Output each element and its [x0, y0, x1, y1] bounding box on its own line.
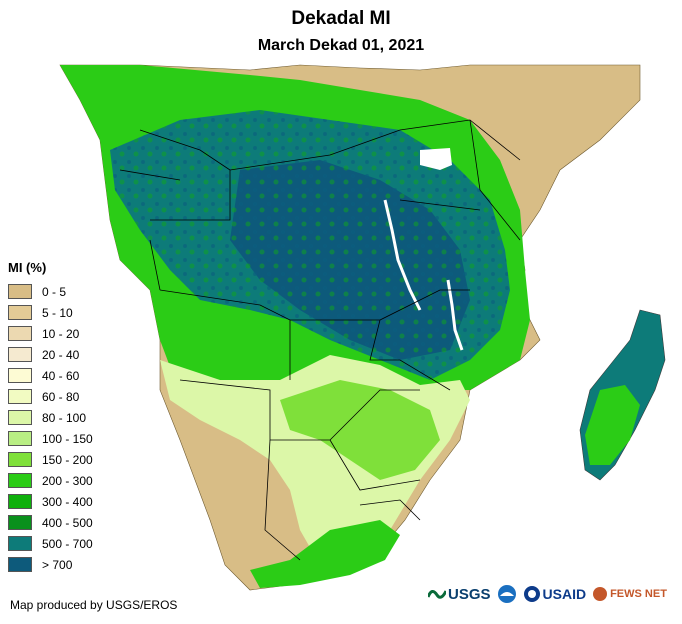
legend-item: 300 - 400: [8, 491, 93, 512]
legend-swatch: [8, 326, 32, 341]
legend-label: 0 - 5: [42, 284, 67, 299]
legend-swatch: [8, 431, 32, 446]
legend-swatch: [8, 389, 32, 404]
wet-region-texture: [110, 110, 510, 380]
lake-victoria: [420, 148, 452, 170]
legend-swatch: [8, 368, 32, 383]
legend-item: 0 - 5: [8, 281, 93, 302]
usgs-logo: USGS: [428, 586, 491, 603]
legend-label: > 700: [42, 557, 73, 572]
legend-label: 400 - 500: [42, 515, 93, 530]
legend-label: 40 - 60: [42, 368, 80, 383]
legend-label: 80 - 100: [42, 410, 87, 425]
lake-tanganyika: [383, 199, 422, 311]
legend-swatch: [8, 494, 32, 509]
legend-label: 20 - 40: [42, 347, 80, 362]
legend-title: MI (%): [8, 260, 47, 275]
legend-item: 80 - 100: [8, 407, 93, 428]
legend-swatch: [8, 515, 32, 530]
legend-item: 10 - 20: [8, 323, 93, 344]
madagascar-green: [585, 385, 640, 465]
legend-label: 5 - 10: [42, 305, 73, 320]
south-coast-green: [250, 520, 400, 588]
legend-label: 200 - 300: [42, 473, 93, 488]
legend-swatch: [8, 473, 32, 488]
legend-swatch: [8, 305, 32, 320]
legend-label: 300 - 400: [42, 494, 93, 509]
country-borders: [119, 119, 521, 561]
map-legend: MI (%) 0 - 5 5 - 10 10 - 20 20 - 40 40 - 60 6…: [8, 260, 93, 575]
legend-item: > 700: [8, 554, 93, 575]
moisture-index-map: [59, 64, 666, 591]
legend-label: 10 - 20: [42, 326, 80, 341]
transition-belt-green: [280, 380, 440, 480]
legend-item: 200 - 300: [8, 470, 93, 491]
legend-item: 150 - 200: [8, 449, 93, 470]
legend-label: 100 - 150: [42, 431, 93, 446]
legend-swatch: [8, 536, 32, 551]
legend-label: 60 - 80: [42, 389, 80, 404]
credit-text: Map produced by USGS/EROS: [10, 598, 178, 612]
usaid-wordmark: USAID: [542, 586, 587, 602]
noaa-logo: [497, 584, 517, 604]
legend-swatch: [8, 557, 32, 572]
map-subtitle: March Dekad 01, 2021: [257, 37, 425, 54]
lake-malawi: [446, 279, 464, 351]
map-title: Dekadal MI: [291, 8, 391, 29]
legend-item: 60 - 80: [8, 386, 93, 407]
legend-swatch: [8, 452, 32, 467]
legend-item: 40 - 60: [8, 365, 93, 386]
logo-strip: USGS USAID FEWS NET: [428, 584, 667, 604]
legend-item: 20 - 40: [8, 344, 93, 365]
legend-swatch: [8, 347, 32, 362]
legend-item: 400 - 500: [8, 512, 93, 533]
usaid-logo: USAID: [523, 585, 587, 603]
legend-swatch: [8, 284, 32, 299]
legend-swatch: [8, 410, 32, 425]
legend-label: 150 - 200: [42, 452, 93, 467]
usgs-wordmark: USGS: [448, 585, 491, 603]
legend-label: 500 - 700: [42, 536, 93, 551]
fewsnet-logo: FEWS NET: [592, 586, 667, 602]
legend-item: 100 - 150: [8, 428, 93, 449]
legend-item: 5 - 10: [8, 302, 93, 323]
legend-item: 500 - 700: [8, 533, 93, 554]
fewsnet-wordmark: FEWS NET: [610, 588, 667, 600]
